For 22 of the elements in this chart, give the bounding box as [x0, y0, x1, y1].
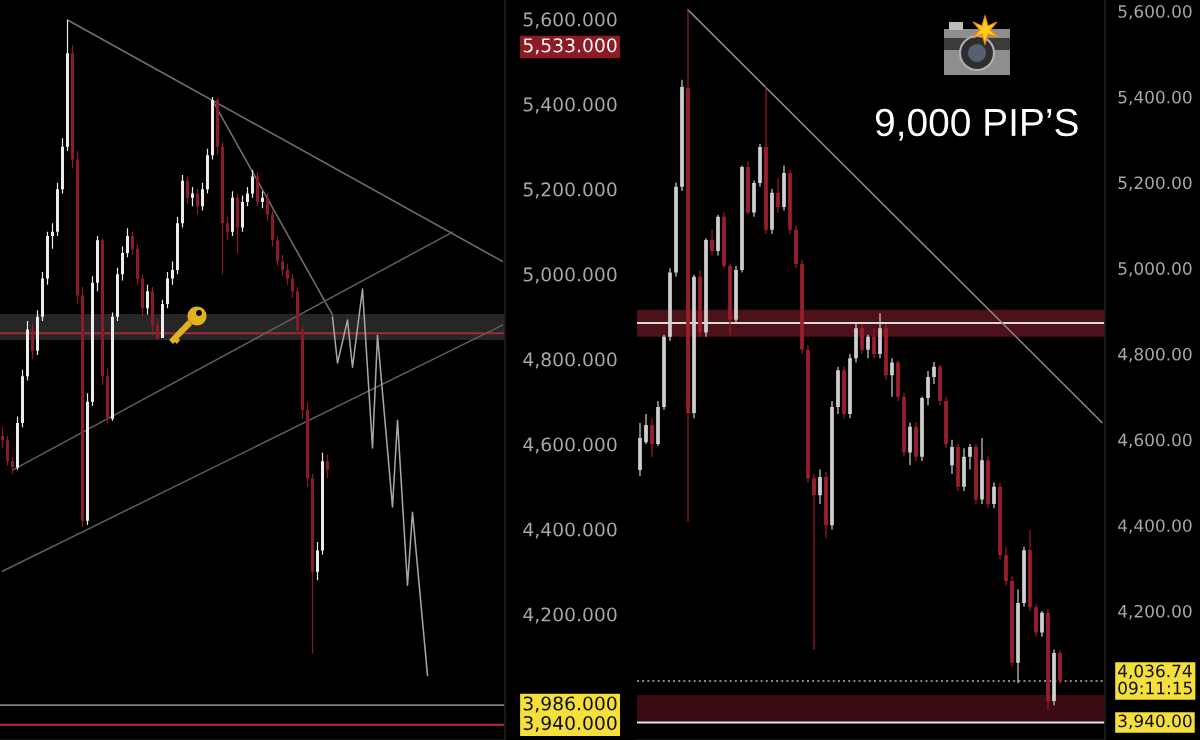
y-tick-label: 5,200.000 [523, 182, 617, 199]
ref-line-label: 3,940.00 [1118, 714, 1192, 730]
y-tick-label: 4,600.000 [523, 437, 617, 454]
y-tick-label: 5,600.000 [523, 12, 617, 29]
y-tick-label: 4,600.00 [1118, 433, 1192, 449]
annotation: 9,000 PIP’S [875, 108, 1078, 141]
ref-line-label: 3,940.000 [523, 715, 617, 733]
y-tick-label: 5,000.00 [1118, 262, 1192, 277]
y-tick-label: 4,400.000 [523, 522, 617, 539]
y-tick-label: 4,200.000 [523, 607, 617, 624]
text: 5,533.000 [523, 38, 617, 55]
y-tick-label: 5,400.000 [523, 97, 617, 114]
y-tick-label: 4,400.00 [1118, 519, 1192, 534]
y-tick-label: 4,800.00 [1118, 347, 1192, 363]
y-tick-label: 5,600.00 [1118, 5, 1192, 20]
ref-line-label: 3,986.000 [523, 696, 617, 713]
y-tick-label: 5,000.000 [523, 267, 617, 284]
y-tick-label: 4,800.000 [523, 352, 617, 369]
y-tick-label: 5,400.00 [1118, 90, 1192, 106]
y-tick-label: 5,200.00 [1118, 176, 1192, 191]
y-tick-label: 4,200.00 [1118, 604, 1192, 620]
ref-line-label: 4,036.74 09:11:15 [1118, 664, 1192, 695]
